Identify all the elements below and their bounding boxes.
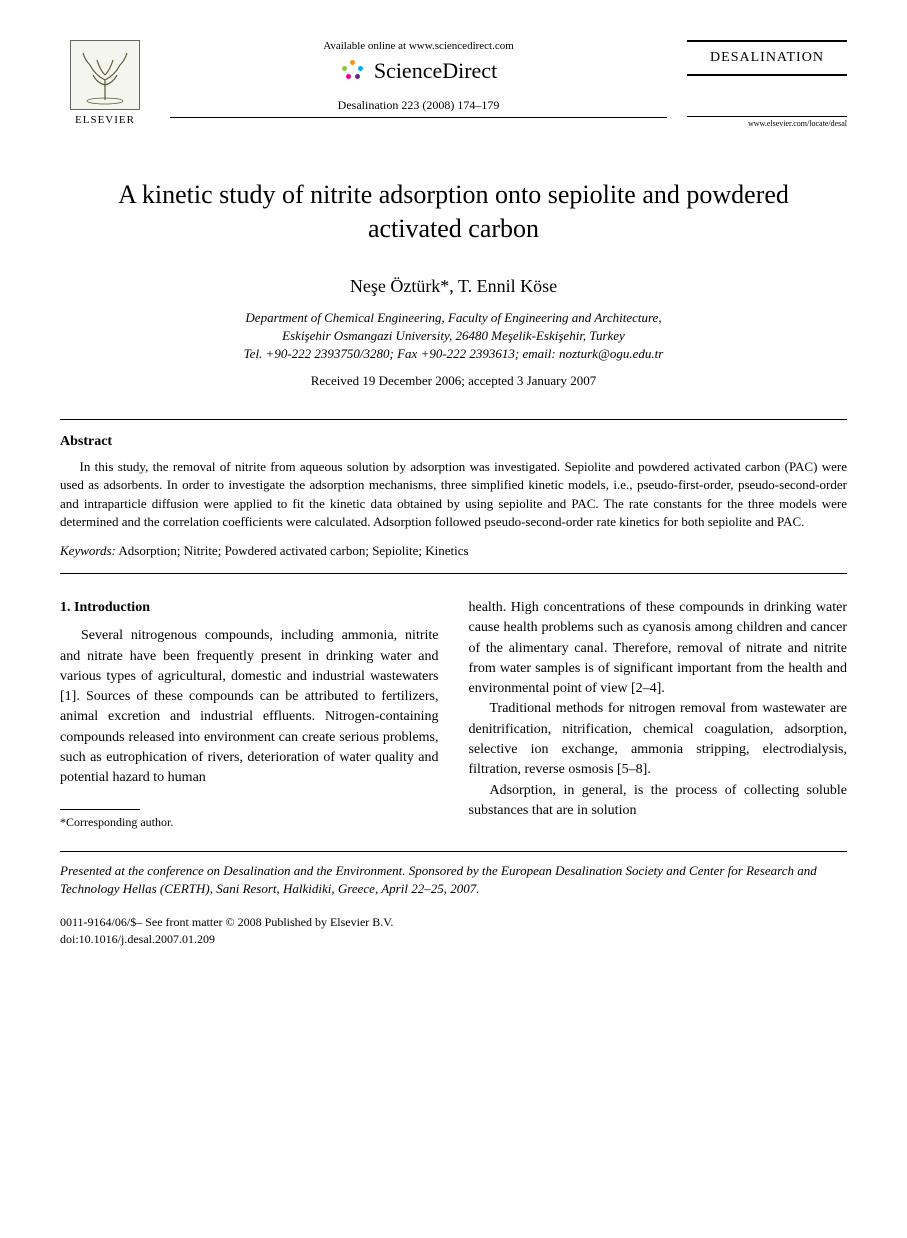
body-paragraph: Several nitrogenous compounds, including… xyxy=(60,626,439,788)
affiliation-line: Tel. +90-222 2393750/3280; Fax +90-222 2… xyxy=(60,345,847,363)
abstract-text: In this study, the removal of nitrite fr… xyxy=(60,458,847,531)
article-dates: Received 19 December 2006; accepted 3 Ja… xyxy=(60,373,847,389)
footer-metadata: 0011-9164/06/$– See front matter © 2008 … xyxy=(60,914,847,948)
journal-url: www.elsevier.com/locate/desal xyxy=(687,116,847,128)
column-left: 1. Introduction Several nitrogenous comp… xyxy=(60,598,439,831)
header-rule xyxy=(170,117,667,118)
affiliation: Department of Chemical Engineering, Facu… xyxy=(60,309,847,364)
body-paragraph: Traditional methods for nitrogen removal… xyxy=(469,699,848,780)
available-online-text: Available online at www.sciencedirect.co… xyxy=(170,40,667,52)
header-center: Available online at www.sciencedirect.co… xyxy=(150,40,687,118)
sciencedirect-text: ScienceDirect xyxy=(374,58,497,84)
footer-line: doi:10.1016/j.desal.2007.01.209 xyxy=(60,931,847,948)
header-right: DESALINATION www.elsevier.com/locate/des… xyxy=(687,40,847,128)
elsevier-tree-logo xyxy=(70,40,140,110)
keywords-label: Keywords: xyxy=(60,543,116,558)
body-paragraph: Adsorption, in general, is the process o… xyxy=(469,781,848,822)
article-title: A kinetic study of nitrite adsorption on… xyxy=(100,178,807,246)
elsevier-block: ELSEVIER xyxy=(60,40,150,126)
corresponding-rule xyxy=(60,809,140,810)
affiliation-line: Eskişehir Osmangazi University, 26480 Me… xyxy=(60,327,847,345)
footer-line: 0011-9164/06/$– See front matter © 2008 … xyxy=(60,914,847,931)
body-columns: 1. Introduction Several nitrogenous comp… xyxy=(60,598,847,831)
abstract-top-rule xyxy=(60,419,847,420)
body-paragraph: health. High concentrations of these com… xyxy=(469,598,848,699)
abstract-heading: Abstract xyxy=(60,434,847,450)
journal-name-box: DESALINATION xyxy=(687,40,847,76)
sciencedirect-dots-icon xyxy=(340,58,366,84)
presented-note: Presented at the conference on Desalinat… xyxy=(60,851,847,898)
keywords-line: Keywords: Adsorption; Nitrite; Powdered … xyxy=(60,543,847,559)
keywords-text: Adsorption; Nitrite; Powdered activated … xyxy=(118,543,468,558)
affiliation-line: Department of Chemical Engineering, Facu… xyxy=(60,309,847,327)
authors: Neşe Öztürk*, T. Ennil Köse xyxy=(60,276,847,297)
section-heading: 1. Introduction xyxy=(60,598,439,618)
corresponding-author-note: *Corresponding author. xyxy=(60,814,439,831)
journal-name: DESALINATION xyxy=(691,50,843,66)
abstract-bottom-rule xyxy=(60,573,847,574)
journal-reference: Desalination 223 (2008) 174–179 xyxy=(170,98,667,113)
elsevier-label: ELSEVIER xyxy=(60,114,150,126)
sciencedirect-logo-row: ScienceDirect xyxy=(170,58,667,84)
column-right: health. High concentrations of these com… xyxy=(469,598,848,831)
header-row: ELSEVIER Available online at www.science… xyxy=(60,40,847,128)
